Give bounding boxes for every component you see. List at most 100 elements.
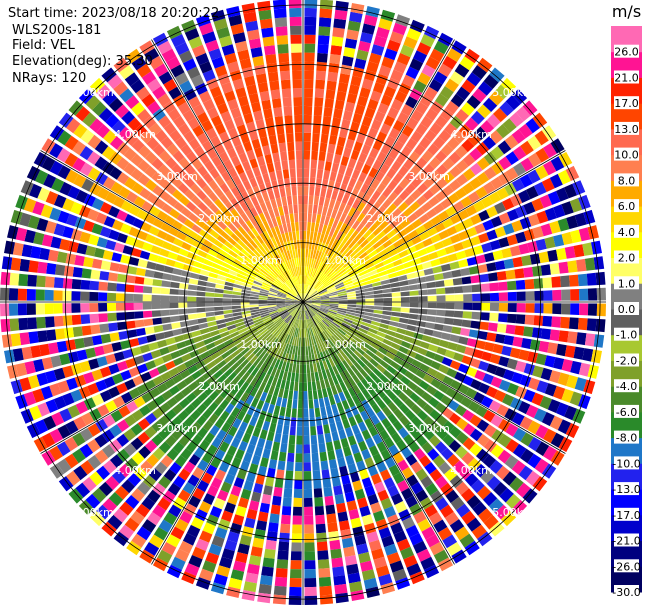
radar-gate xyxy=(430,490,444,504)
radar-gate xyxy=(290,34,302,44)
radar-gate xyxy=(319,291,328,296)
range-ring-label: 5.00km xyxy=(72,506,114,519)
radar-gate xyxy=(338,429,347,440)
radar-gate xyxy=(331,335,339,344)
radar-gate xyxy=(450,93,465,108)
radar-gate xyxy=(133,124,148,138)
radar-gate xyxy=(56,441,71,457)
radar-gate xyxy=(341,275,351,282)
radar-gate xyxy=(259,362,267,372)
radar-gate xyxy=(306,285,311,294)
radar-gate xyxy=(423,328,434,336)
radar-gate xyxy=(314,315,321,323)
radar-gate xyxy=(266,431,275,442)
radar-gate xyxy=(91,223,103,235)
radar-gate xyxy=(116,448,130,463)
radar-gate xyxy=(87,382,99,396)
radar-gate xyxy=(278,290,288,295)
radar-gate xyxy=(190,409,201,421)
radar-gate xyxy=(361,378,370,389)
range-ring-label: 1.00km xyxy=(324,338,366,351)
radar-gate xyxy=(516,303,526,313)
radar-gate xyxy=(15,227,28,242)
radar-gate xyxy=(341,194,350,205)
radar-gate xyxy=(434,222,446,233)
radar-gate xyxy=(289,426,296,436)
radar-gate xyxy=(298,257,301,267)
radar-gate xyxy=(195,340,206,349)
range-ring-label: 5.00km xyxy=(492,86,534,99)
radar-gate xyxy=(192,125,205,137)
radar-gate xyxy=(209,506,223,518)
range-ring-label: 2.00km xyxy=(366,212,408,225)
radar-gate xyxy=(368,327,378,335)
radar-gate xyxy=(294,301,303,302)
radar-gate xyxy=(62,198,75,212)
radar-gate xyxy=(258,183,267,194)
radar-gate xyxy=(358,152,368,164)
radar-gate xyxy=(277,306,286,311)
radar-gate xyxy=(270,450,279,461)
radar-gate xyxy=(135,267,146,277)
radar-gate xyxy=(328,289,337,294)
radar-gate xyxy=(330,347,337,356)
radar-gate xyxy=(126,48,142,64)
colorbar-tick-box xyxy=(614,276,639,290)
radar-gate xyxy=(456,431,469,445)
radar-gate xyxy=(26,289,36,301)
radar-gate xyxy=(564,183,577,199)
radar-gate xyxy=(160,371,172,382)
colorbar: m/s-30.0-26.0-21.0-17.0-13.0-10.0-8.0-6.… xyxy=(611,2,642,599)
radar-gate xyxy=(87,423,101,437)
radar-gate xyxy=(267,296,277,300)
azimuth-line xyxy=(40,301,304,454)
radar-gate xyxy=(535,165,549,180)
radar-gate xyxy=(298,310,302,320)
radar-gate xyxy=(245,169,255,180)
radar-gate xyxy=(146,334,157,343)
radar-gate xyxy=(339,255,347,264)
radar-gate xyxy=(37,330,48,343)
radar-gate xyxy=(357,330,367,338)
radar-gate xyxy=(440,482,454,496)
radar-gate xyxy=(363,283,373,289)
radar-gate xyxy=(415,326,425,334)
radar-gate xyxy=(313,195,320,206)
radar-gate xyxy=(298,382,303,392)
radar-gate xyxy=(445,489,459,504)
radar-gate xyxy=(505,493,521,509)
radar-gate xyxy=(276,304,286,308)
radar-gate xyxy=(285,124,294,134)
radar-gate xyxy=(392,172,404,184)
radar-gate xyxy=(214,293,224,298)
radar-gate xyxy=(19,212,32,227)
radar-gate xyxy=(442,171,455,184)
radar-gate xyxy=(428,344,439,353)
radar-gate xyxy=(174,548,190,562)
radar-gate xyxy=(146,192,159,205)
radar-gate xyxy=(205,342,216,351)
radar-gate xyxy=(337,293,347,297)
radar-gate xyxy=(255,322,265,329)
radar-gate xyxy=(534,130,549,146)
radar-gate xyxy=(322,478,332,488)
radar-gate xyxy=(470,479,485,494)
radar-gate xyxy=(393,530,407,543)
radar-gate xyxy=(214,527,228,539)
radar-gate xyxy=(45,399,59,413)
radar-gate xyxy=(141,93,156,108)
radar-gate xyxy=(174,261,185,270)
radar-gate xyxy=(584,257,596,271)
radar-gate xyxy=(231,219,241,229)
radar-gate xyxy=(264,277,273,284)
radar-gate xyxy=(255,246,264,256)
radar-gate xyxy=(305,310,309,320)
radar-gate xyxy=(355,307,365,312)
radar-gate xyxy=(532,226,544,239)
radar-gate xyxy=(501,247,512,259)
radar-gate xyxy=(330,274,339,281)
radar-gate xyxy=(285,297,295,301)
radar-gate xyxy=(375,26,390,39)
radar-gate xyxy=(255,348,264,358)
radar-gate xyxy=(308,240,313,250)
